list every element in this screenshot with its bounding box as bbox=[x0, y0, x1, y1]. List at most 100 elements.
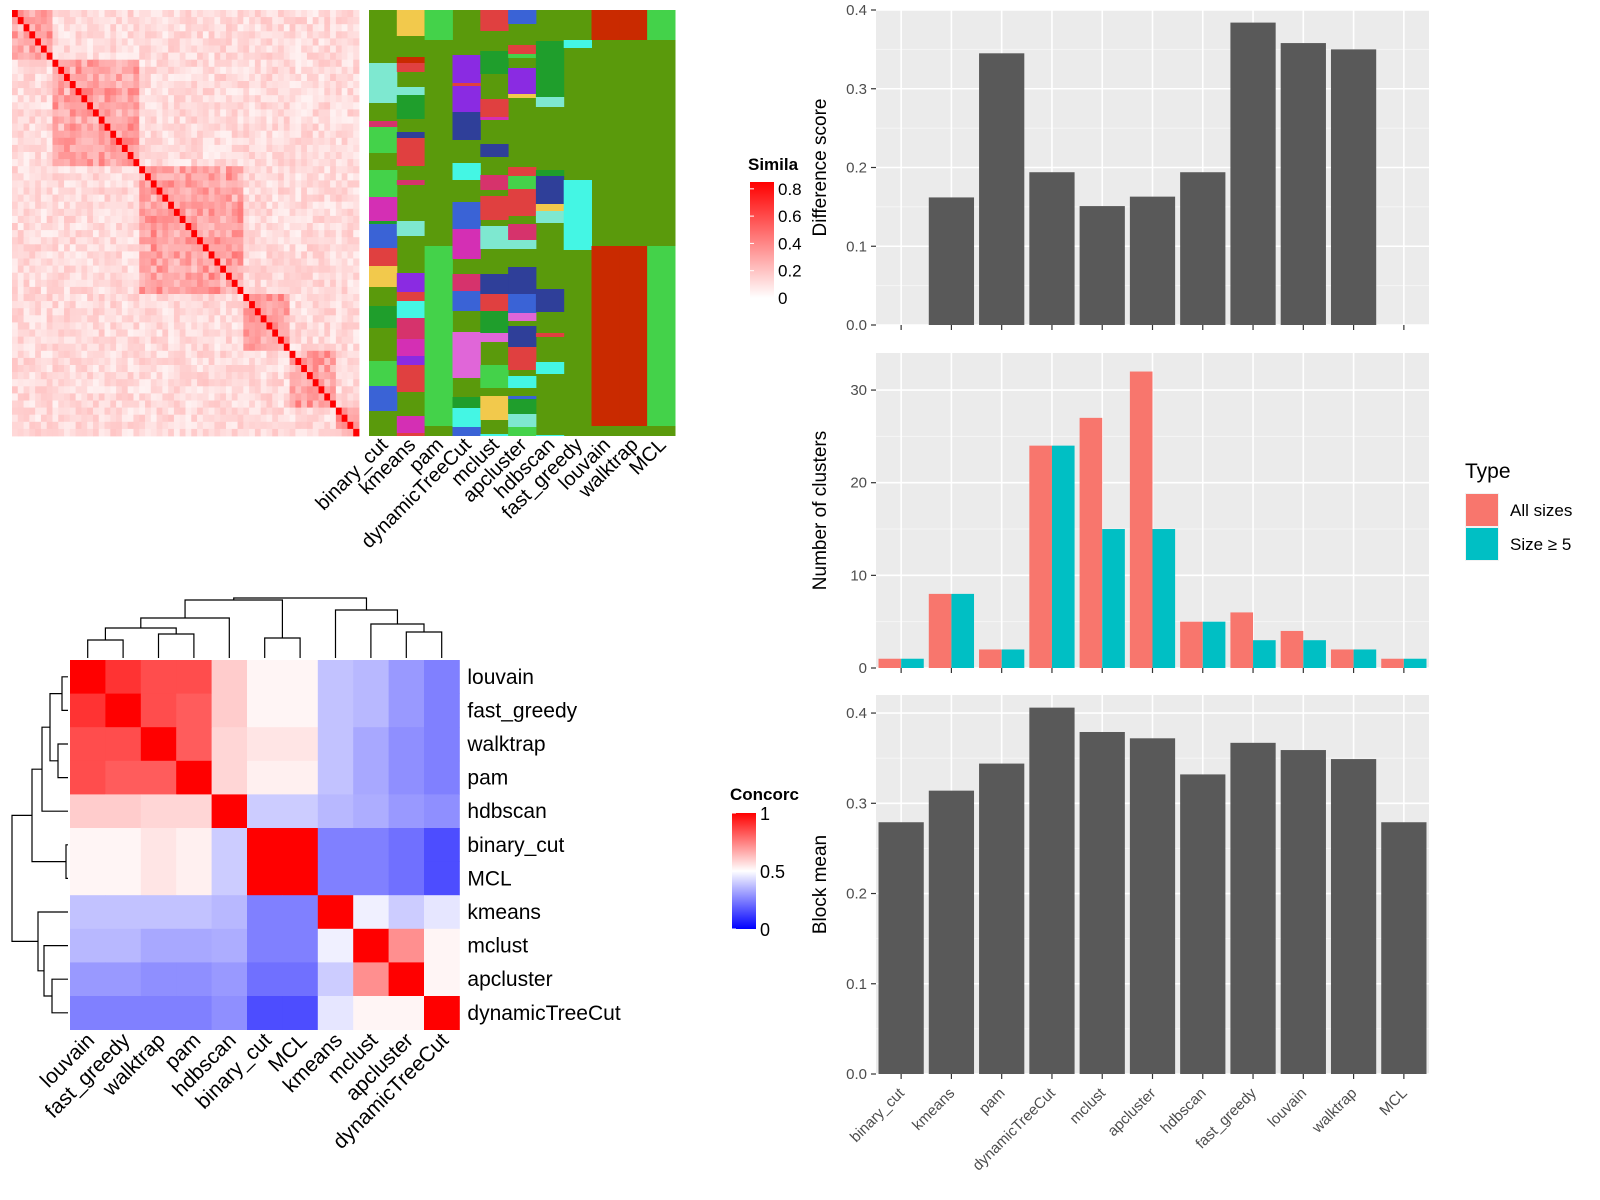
similarity-cell bbox=[324, 201, 331, 210]
similarity-cell bbox=[168, 237, 175, 245]
similarity-cell bbox=[156, 386, 163, 394]
similarity-cell bbox=[197, 208, 204, 217]
similarity-cell bbox=[237, 17, 244, 25]
similarity-cell bbox=[341, 237, 348, 245]
similarity-cell bbox=[52, 215, 59, 224]
similarity-cell bbox=[179, 166, 186, 174]
similarity-cell bbox=[295, 244, 302, 252]
similarity-cell bbox=[318, 152, 325, 160]
similarity-cell bbox=[347, 308, 354, 316]
similarity-cell bbox=[150, 251, 157, 259]
annotation-segment bbox=[452, 397, 481, 408]
similarity-cell bbox=[69, 10, 77, 18]
similarity-cell bbox=[173, 31, 181, 39]
similarity-cell bbox=[353, 102, 360, 110]
similarity-cell bbox=[58, 400, 65, 408]
similarity-cell bbox=[173, 272, 181, 281]
similarity-cell bbox=[104, 66, 111, 75]
similarity-cell bbox=[156, 137, 163, 146]
concordance-cell bbox=[140, 861, 177, 896]
similarity-cell bbox=[353, 286, 360, 295]
similarity-cell bbox=[98, 73, 105, 82]
similarity-cell bbox=[225, 116, 233, 124]
similarity-cell bbox=[324, 343, 331, 352]
similarity-cell bbox=[289, 180, 296, 188]
similarity-cell bbox=[139, 251, 146, 259]
similarity-cell bbox=[237, 279, 244, 288]
similarity-cell bbox=[312, 343, 319, 352]
annotation-segment bbox=[452, 291, 481, 311]
similarity-cell bbox=[324, 386, 331, 394]
similarity-cell bbox=[254, 265, 262, 274]
similarity-cell bbox=[283, 428, 290, 437]
annotation-segment bbox=[480, 117, 509, 120]
concordance-cell bbox=[317, 828, 354, 862]
similarity-cell bbox=[330, 116, 337, 124]
similarity-cell bbox=[64, 208, 71, 217]
similarity-cell bbox=[133, 308, 140, 316]
similarity-cell bbox=[121, 414, 129, 423]
similarity-cell bbox=[231, 230, 238, 238]
similarity-cell bbox=[202, 166, 210, 174]
concordance-row-label: binary_cut bbox=[467, 834, 564, 857]
similarity-cell bbox=[289, 251, 296, 259]
similarity-cell bbox=[12, 379, 19, 387]
similarity-cell bbox=[75, 258, 82, 266]
similarity-cell bbox=[116, 81, 123, 89]
similarity-cell bbox=[306, 201, 314, 210]
similarity-cell bbox=[185, 230, 192, 238]
similarity-cell bbox=[17, 308, 24, 316]
similarity-cell bbox=[249, 180, 256, 188]
bar bbox=[1280, 630, 1304, 668]
similarity-cell bbox=[58, 258, 65, 266]
similarity-cell bbox=[312, 428, 319, 437]
similarity-cell bbox=[156, 88, 163, 96]
similarity-cell bbox=[145, 265, 152, 274]
similarity-cell bbox=[58, 116, 65, 124]
similarity-cell bbox=[173, 215, 181, 224]
similarity-cell bbox=[254, 372, 262, 380]
similarity-cell bbox=[116, 336, 123, 345]
similarity-cell bbox=[168, 88, 175, 96]
similarity-cell bbox=[52, 272, 59, 281]
similarity-cell bbox=[64, 407, 71, 416]
similarity-cell bbox=[185, 294, 192, 302]
similarity-cell bbox=[208, 137, 215, 146]
similarity-cell bbox=[330, 365, 337, 373]
similarity-cell bbox=[29, 272, 36, 281]
annotation-segment bbox=[508, 10, 537, 24]
similarity-cell bbox=[52, 336, 59, 345]
similarity-cell bbox=[58, 201, 65, 210]
similarity-cell bbox=[185, 194, 192, 203]
similarity-cell bbox=[249, 272, 256, 281]
similarity-cell bbox=[104, 130, 111, 139]
similarity-cell bbox=[64, 286, 71, 295]
similarity-cell bbox=[98, 244, 105, 252]
concordance-cell bbox=[353, 660, 389, 694]
similarity-cell bbox=[104, 180, 111, 188]
similarity-cell bbox=[289, 187, 296, 195]
similarity-cell bbox=[127, 279, 134, 288]
similarity-cell bbox=[162, 258, 169, 266]
similarity-cell bbox=[301, 272, 308, 281]
similarity-cell bbox=[353, 194, 360, 203]
similarity-cell bbox=[341, 144, 348, 153]
similarity-cell bbox=[202, 301, 210, 309]
similarity-cell bbox=[335, 73, 343, 82]
similarity-cell bbox=[145, 308, 152, 316]
similarity-cell bbox=[301, 393, 308, 401]
similarity-cell bbox=[110, 308, 117, 316]
similarity-cell bbox=[40, 137, 48, 146]
similarity-cell bbox=[243, 265, 250, 274]
similarity-cell bbox=[127, 180, 134, 188]
similarity-cell bbox=[162, 59, 169, 68]
similarity-cell bbox=[173, 258, 181, 266]
similarity-cell bbox=[40, 400, 48, 408]
similarity-cell bbox=[312, 31, 319, 39]
similarity-cell bbox=[283, 237, 290, 245]
similarity-cell bbox=[156, 66, 163, 75]
similarity-cell bbox=[98, 88, 105, 96]
similarity-cell bbox=[197, 428, 204, 437]
similarity-cell bbox=[168, 428, 175, 437]
similarity-cell bbox=[283, 279, 290, 288]
